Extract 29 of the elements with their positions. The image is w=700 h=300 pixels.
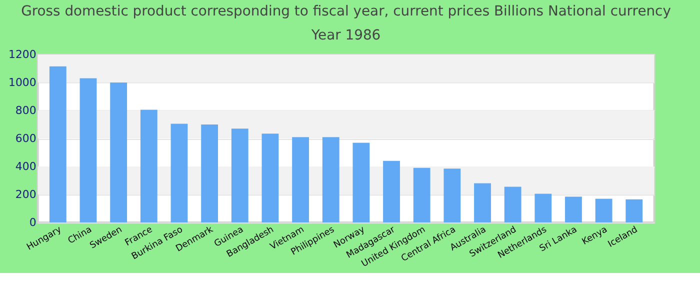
- bar: [262, 134, 279, 223]
- bar: [201, 124, 218, 223]
- bar: [383, 160, 400, 223]
- y-tick-label: 0: [29, 216, 36, 229]
- bar: [231, 128, 248, 223]
- bar: [110, 82, 128, 223]
- bar: [474, 183, 491, 223]
- y-tick-label: 600: [15, 132, 36, 145]
- bar: [444, 168, 461, 223]
- y-tick-label: 1000: [8, 76, 36, 89]
- y-tick-label: 800: [15, 104, 36, 117]
- bar: [534, 194, 552, 223]
- text: Year 1986: [311, 28, 381, 44]
- bar: [504, 186, 522, 223]
- bar: [595, 198, 612, 223]
- bar: [170, 124, 188, 223]
- bar: [626, 199, 643, 223]
- bar: [140, 110, 158, 223]
- bar: [413, 168, 430, 223]
- bar: [80, 78, 97, 223]
- text: Gross domestic product corresponding to fiscal year, current prices Billions National currency: [21, 4, 671, 20]
- bar: [292, 137, 309, 223]
- bar: [565, 196, 582, 223]
- bar: [322, 137, 340, 223]
- y-tick-label: 400: [15, 160, 36, 173]
- y-tick-label: 1200: [8, 48, 36, 61]
- y-tick-label: 200: [15, 188, 36, 201]
- bar: [49, 66, 66, 223]
- bar: [352, 142, 370, 223]
